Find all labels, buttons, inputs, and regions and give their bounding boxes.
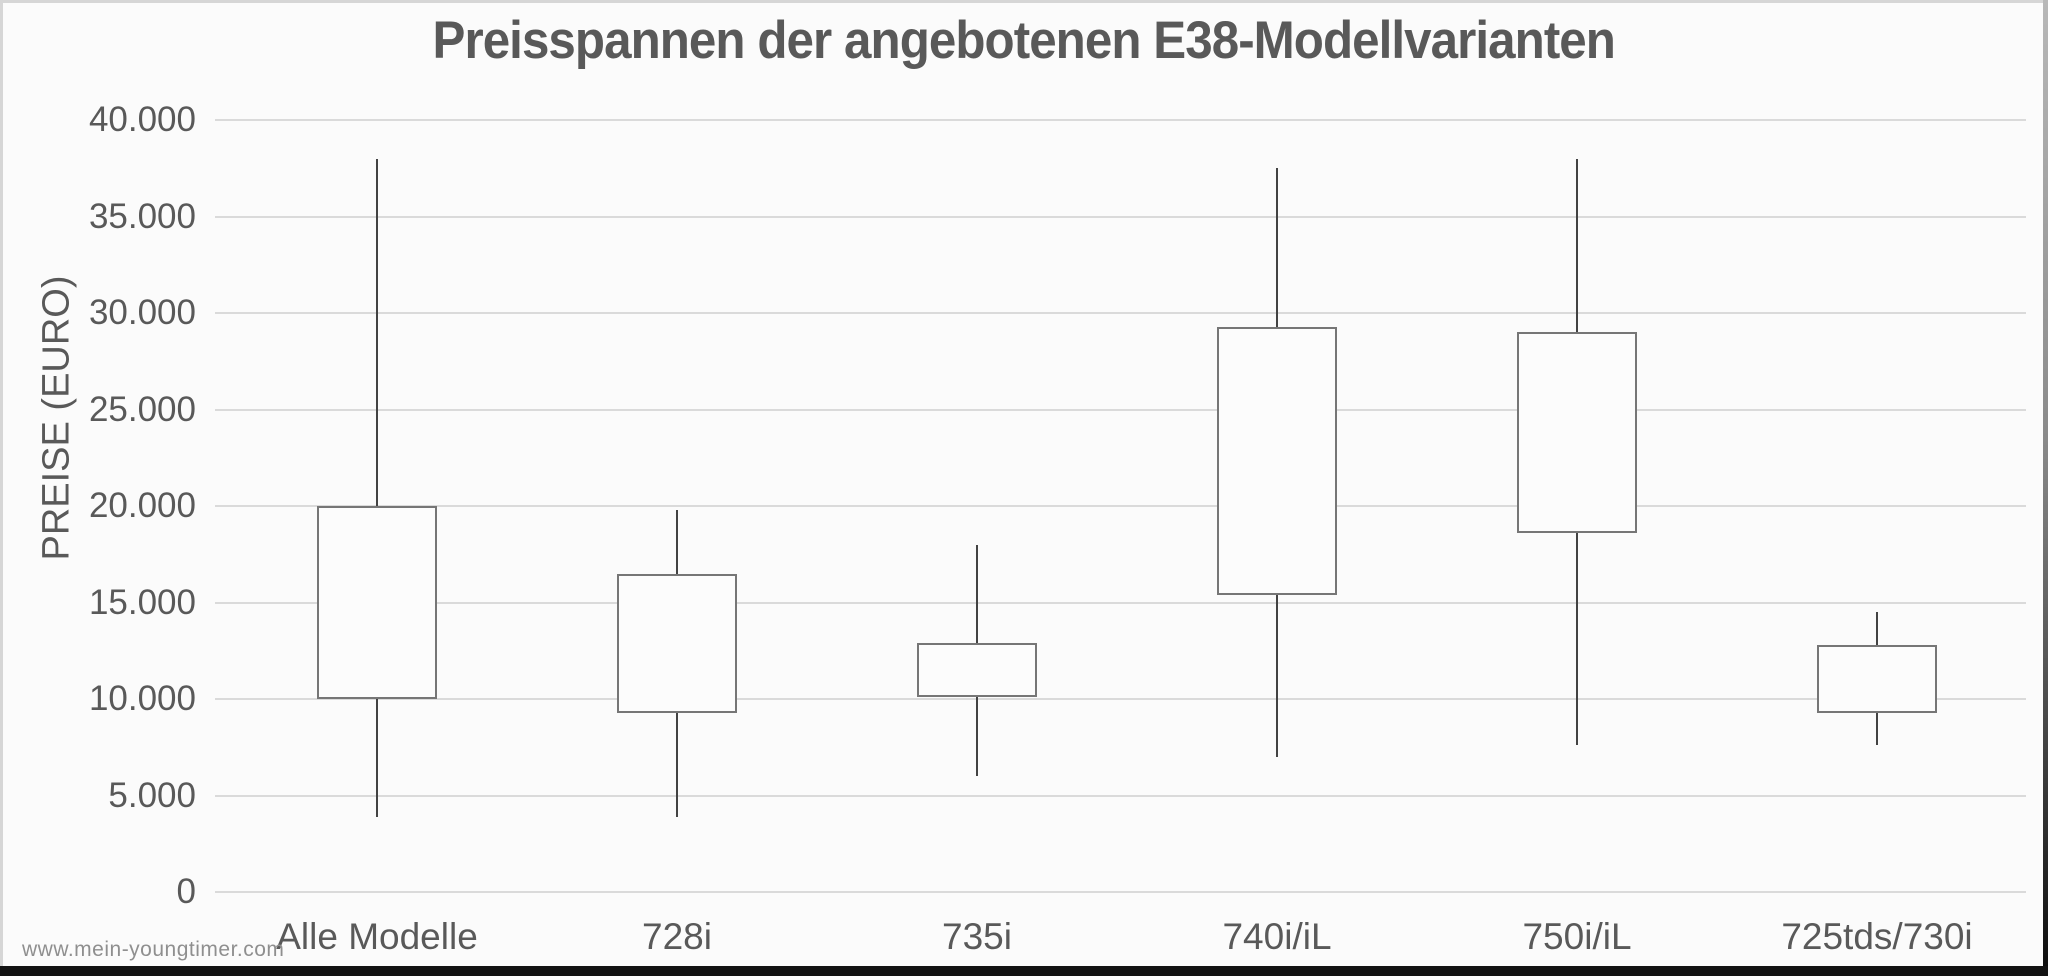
y-tick-label-30.000: 30.000 (88, 293, 196, 332)
canvas-border-top (0, 0, 2048, 3)
y-tick-label-5.000: 5.000 (108, 775, 196, 815)
gridline-30.000 (215, 312, 2026, 314)
gridline-20.000 (215, 505, 2026, 507)
y-tick-label-0: 0 (176, 872, 196, 911)
box-Alle Modelle (317, 506, 437, 699)
box-750i/iL (1517, 332, 1637, 534)
gridline-40.000 (215, 119, 2026, 121)
y-tick-label-35.000: 35.000 (88, 196, 196, 236)
y-axis-title: PREISE (EURO) (35, 275, 78, 561)
y-tick-label-10.000: 10.000 (88, 679, 196, 718)
gridline-35.000 (215, 215, 2026, 218)
whisker-Alle Modelle (376, 158, 378, 817)
box-740i/iL (1217, 326, 1337, 595)
y-tick-label-20.000: 20.000 (88, 486, 196, 525)
box-728i (617, 573, 737, 713)
gridline-10.000 (215, 698, 2026, 700)
y-tick-label-15.000: 15.000 (88, 582, 196, 622)
gridline-25.000 (215, 408, 2026, 411)
x-axis-label-725tds/730i: 725tds/730i (1781, 916, 1973, 957)
x-axis-label-728i: 728i (642, 916, 712, 957)
gridline-15.000 (215, 601, 2026, 604)
chart-title-text: Preisspannen der angebotenen E38-Modellv… (432, 11, 1616, 70)
gridline-0 (215, 891, 2026, 893)
canvas-border-right (2043, 0, 2048, 976)
x-axis-label-735i: 735i (942, 916, 1012, 957)
x-axis-label-Alle Modelle: Alle Modelle (276, 916, 478, 957)
x-axis-label-750i/iL: 750i/iL (1522, 916, 1632, 957)
canvas-border-bottom (0, 966, 2048, 976)
box-735i (917, 643, 1037, 698)
watermark: www.mein-youngtimer.com (22, 938, 285, 961)
box-725tds/730i (1817, 644, 1937, 713)
gridline-5.000 (215, 794, 2026, 797)
x-axis-label-740i/iL: 740i/iL (1222, 916, 1332, 957)
y-tick-label-40.000: 40.000 (88, 100, 196, 139)
y-tick-label-25.000: 25.000 (88, 389, 196, 429)
canvas-border-left (0, 0, 3, 976)
chart-title: Preisspannen der angebotenen E38-Modellv… (0, 10, 2048, 71)
